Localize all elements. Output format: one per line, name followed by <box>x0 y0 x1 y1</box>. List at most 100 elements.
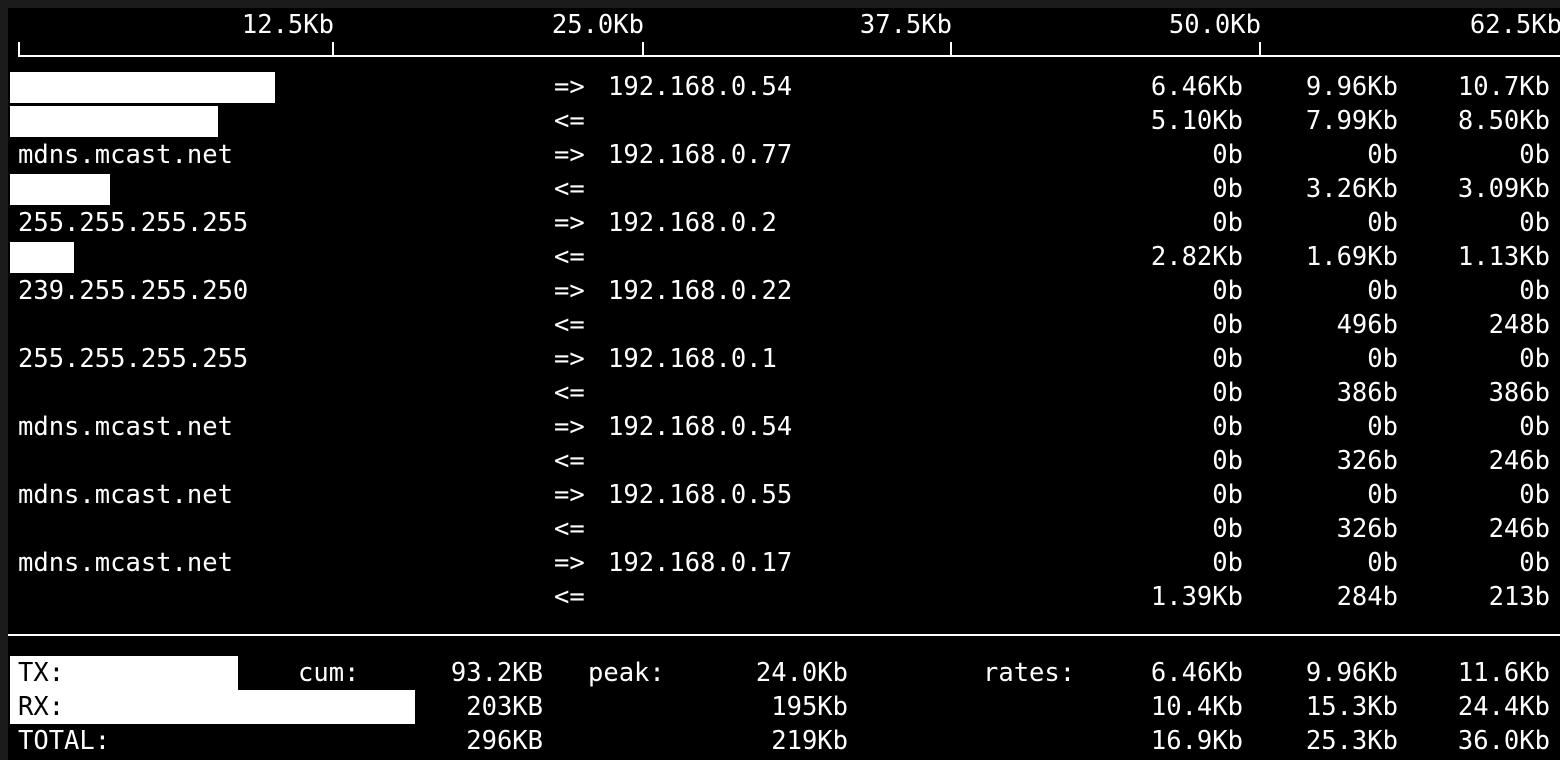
source-host: 255.255.255.255 <box>18 208 249 238</box>
source-host: mdns.mcast.net <box>18 480 233 510</box>
tx-direction-arrow-icon: => <box>554 208 585 238</box>
summary-row: RX: 203KB 195Kb 10.4Kb 15.3Kb 24.4Kb <box>8 690 1560 724</box>
connection-row[interactable]: <= 2.82Kb 1.69Kb 1.13Kb <box>8 240 1560 274</box>
tx-direction-arrow-icon: => <box>554 344 585 374</box>
tx-direction-arrow-icon: => <box>554 276 585 306</box>
iftop-terminal[interactable]: 12.5Kb 25.0Kb 37.5Kb 50.0Kb 62.5Kb contr… <box>8 8 1560 760</box>
rate-40s: 246b <box>1488 514 1550 544</box>
connection-row[interactable]: <= 0b 386b 386b <box>8 376 1560 410</box>
connection-row[interactable]: <= 1.39Kb 284b 213b <box>8 580 1560 614</box>
scale-tick-0 <box>332 42 334 56</box>
rate-40s: 3.09Kb <box>1457 174 1550 204</box>
rate-10s: 0b <box>1367 140 1398 170</box>
rx-direction-arrow-icon: <= <box>554 514 585 544</box>
peak-label: peak: <box>588 658 665 688</box>
rates-label: rates: <box>983 658 1076 688</box>
scale-tick-1 <box>642 42 644 56</box>
summary-traffic-bar <box>10 656 238 690</box>
rate-40s: 0b <box>1519 412 1550 442</box>
connection-row[interactable]: 255.255.255.255 192.168.0.1 => 0b 0b 0b <box>8 342 1560 376</box>
rate-2s: 0b <box>1212 140 1243 170</box>
connection-row[interactable]: 239.255.255.250 192.168.0.22 => 0b 0b 0b <box>8 274 1560 308</box>
destination-host: 192.168.0.2 <box>608 208 777 238</box>
destination-host: 192.168.0.77 <box>608 140 793 170</box>
rx-direction-arrow-icon: <= <box>554 106 585 136</box>
summary-rate-40s: 11.6Kb <box>1457 658 1550 688</box>
summary-rate-2s: 10.4Kb <box>1150 692 1243 722</box>
rx-traffic-bar <box>10 174 110 205</box>
rate-10s: 284b <box>1336 582 1398 612</box>
tx-direction-arrow-icon: => <box>554 72 585 102</box>
tx-direction-arrow-icon: => <box>554 480 585 510</box>
source-host: 239.255.255.250 <box>18 276 249 306</box>
rate-40s: 1.13Kb <box>1457 242 1550 272</box>
connection-row[interactable]: <= 0b 496b 248b <box>8 308 1560 342</box>
summary-row: TX: cum: peak: rates: 93.2KB 24.0Kb 6.46Kb 9.96… <box>8 656 1560 690</box>
rate-40s: 248b <box>1488 310 1550 340</box>
rate-10s: 496b <box>1336 310 1398 340</box>
summary-rate-10s: 15.3Kb <box>1305 692 1398 722</box>
summary-rate-2s: 6.46Kb <box>1150 658 1243 688</box>
connection-row[interactable]: contructor2.pvecontructor2.pve192.168.0.… <box>8 70 1560 104</box>
rate-2s: 0b <box>1212 276 1243 306</box>
rate-2s: 2.82Kb <box>1150 242 1243 272</box>
rate-10s: 0b <box>1367 480 1398 510</box>
rate-40s: 246b <box>1488 446 1550 476</box>
scale-tick-2 <box>950 42 952 56</box>
cumulative-value: 203KB <box>466 692 543 722</box>
scale-label-4: 62.5Kb <box>1469 10 1560 40</box>
rate-2s: 5.10Kb <box>1150 106 1243 136</box>
source-host: 255.255.255.255 <box>18 344 249 374</box>
rx-direction-arrow-icon: <= <box>554 378 585 408</box>
connection-row[interactable]: <= 0b 326b 246b <box>8 512 1560 546</box>
connection-row[interactable]: mdns.mcast.net 192.168.0.17 => 0b 0b 0b <box>8 546 1560 580</box>
rate-2s: 0b <box>1212 174 1243 204</box>
rx-direction-arrow-icon: <= <box>554 242 585 272</box>
rx-traffic-bar <box>10 242 74 273</box>
rate-2s: 0b <box>1212 208 1243 238</box>
source-host: mdns.mcast.net <box>18 412 233 442</box>
rate-10s: 1.69Kb <box>1305 242 1398 272</box>
rx-direction-arrow-icon: <= <box>554 174 585 204</box>
connection-row[interactable]: <= 0b 326b 246b <box>8 444 1560 478</box>
destination-host: 192.168.0.1 <box>608 344 777 374</box>
rate-10s: 0b <box>1367 412 1398 442</box>
cumulative-value: 93.2KB <box>450 658 543 688</box>
tx-direction-arrow-icon: => <box>554 548 585 578</box>
rate-40s: 0b <box>1519 208 1550 238</box>
summary-divider <box>8 634 1560 636</box>
tx-traffic-bar <box>10 72 275 103</box>
rate-10s: 0b <box>1367 548 1398 578</box>
peak-value: 219Kb <box>771 726 848 756</box>
rate-40s: 10.7Kb <box>1457 72 1550 102</box>
connection-row[interactable]: mdns.mcast.net 192.168.0.55 => 0b 0b 0b <box>8 478 1560 512</box>
summary-rate-40s: 24.4Kb <box>1457 692 1550 722</box>
rate-40s: 0b <box>1519 548 1550 578</box>
peak-value: 24.0Kb <box>755 658 848 688</box>
connection-list[interactable]: contructor2.pvecontructor2.pve192.168.0.… <box>8 70 1560 634</box>
rate-2s: 0b <box>1212 310 1243 340</box>
connection-row[interactable]: <= 5.10Kb 7.99Kb 8.50Kb <box>8 104 1560 138</box>
destination-host: 192.168.0.17 <box>608 548 793 578</box>
rate-10s: 386b <box>1336 378 1398 408</box>
connection-row[interactable]: <= 0b 3.26Kb 3.09Kb <box>8 172 1560 206</box>
rate-10s: 326b <box>1336 446 1398 476</box>
scale-label-2: 37.5Kb <box>859 10 952 40</box>
rate-2s: 0b <box>1212 446 1243 476</box>
rate-2s: 0b <box>1212 548 1243 578</box>
rate-40s: 213b <box>1488 582 1550 612</box>
rate-2s: 0b <box>1212 480 1243 510</box>
summary-label: TOTAL: <box>18 726 111 756</box>
rate-10s: 7.99Kb <box>1305 106 1398 136</box>
connection-row[interactable]: mdns.mcast.net 192.168.0.77 => 0b 0b 0b <box>8 138 1560 172</box>
rate-2s: 0b <box>1212 378 1243 408</box>
tx-direction-arrow-icon: => <box>554 412 585 442</box>
destination-host: 192.168.0.55 <box>608 480 793 510</box>
rate-2s: 0b <box>1212 514 1243 544</box>
source-host: mdns.mcast.net <box>18 140 233 170</box>
summary-rate-2s: 16.9Kb <box>1150 726 1243 756</box>
connection-row[interactable]: 255.255.255.255 192.168.0.2 => 0b 0b 0b <box>8 206 1560 240</box>
rate-10s: 9.96Kb <box>1305 72 1398 102</box>
connection-row[interactable]: mdns.mcast.net 192.168.0.54 => 0b 0b 0b <box>8 410 1560 444</box>
tx-direction-arrow-icon: => <box>554 140 585 170</box>
